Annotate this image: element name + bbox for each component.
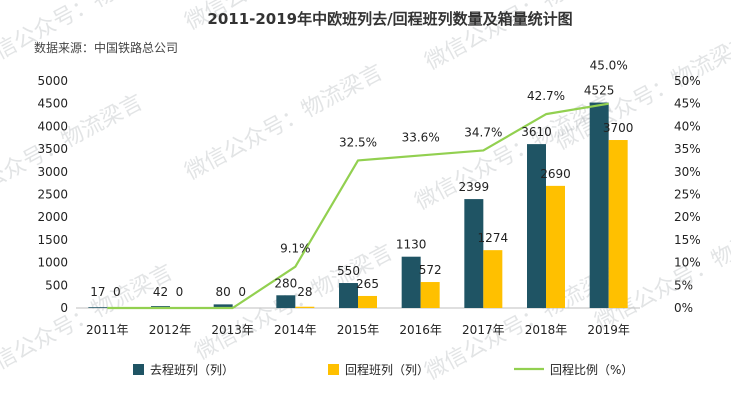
bars [88, 102, 628, 308]
x-tick-label: 2019年 [587, 323, 630, 337]
y-tick-label: 4500 [37, 97, 68, 111]
y-tick-label: 3000 [37, 165, 68, 179]
data-label-return: 1274 [478, 231, 509, 245]
ratio-polyline [107, 102, 609, 310]
bar-return [608, 140, 628, 308]
data-label-return: 2690 [540, 167, 571, 181]
bar-outbound [464, 199, 484, 308]
watermark-text: 微信公众号：物流梁言 [181, 60, 387, 185]
y2-tick-label: 20% [674, 210, 701, 224]
y-tick-label: 1500 [37, 233, 68, 247]
x-tick-label: 2018年 [525, 323, 568, 337]
legend-swatch-return [328, 364, 339, 375]
x-tick-label: 2016年 [399, 323, 442, 337]
legend-label-ratio: 回程比例（%） [550, 362, 633, 377]
y-tick-label: 500 [45, 278, 68, 292]
data-label-outbound: 550 [337, 264, 360, 278]
legend-swatch-outbound [133, 364, 144, 375]
y-tick-label: 4000 [37, 119, 68, 133]
data-label-outbound: 280 [274, 276, 297, 290]
y2-tick-label: 40% [674, 119, 701, 133]
watermark-text: 微信公众号：物流梁言 [411, 90, 617, 215]
y-tick-label: 3500 [37, 142, 68, 156]
data-label-return: 0 [238, 285, 246, 299]
legend-label-return: 回程班列（列） [345, 362, 429, 377]
bar-outbound [276, 295, 296, 308]
bar-return [295, 306, 315, 308]
watermark-text: 微信公众号：物流梁言 [0, 0, 177, 75]
bar-outbound [401, 256, 421, 308]
data-label-outbound: 2399 [459, 180, 490, 194]
bar-outbound [527, 144, 546, 308]
y2-tick-label: 5% [674, 278, 693, 292]
y2-tick-label: 10% [674, 256, 701, 270]
data-label-outbound: 17 [90, 285, 105, 299]
y-tick-label: 5000 [37, 74, 68, 88]
x-tick-label: 2015年 [337, 323, 380, 337]
x-tick-label: 2011年 [86, 323, 129, 337]
x-tick-label: 2017年 [462, 323, 505, 337]
ratio-line [107, 102, 609, 310]
data-label-return: 265 [356, 277, 379, 291]
data-label-return: 28 [297, 285, 312, 299]
y-tick-label: 1000 [37, 256, 68, 270]
data-label-outbound: 4525 [584, 84, 615, 98]
data-label-outbound: 42 [153, 285, 168, 299]
y2-tick-label: 35% [674, 142, 701, 156]
y-tick-label: 2500 [37, 188, 68, 202]
data-label-return: 572 [419, 263, 442, 277]
bar-outbound [213, 304, 233, 308]
data-label-ratio: 45.0% [590, 59, 628, 73]
bar-outbound [339, 283, 358, 308]
data-label-outbound: 3610 [521, 125, 552, 139]
y-tick-label: 2000 [37, 210, 68, 224]
legend-label-outbound: 去程班列（列） [150, 362, 234, 377]
data-label-ratio: 9.1% [280, 242, 311, 256]
data-label-ratio: 33.6% [402, 130, 440, 144]
legend: 去程班列（列） 回程班列（列） 回程比例（%） [133, 362, 633, 377]
y2-tick-label: 0% [674, 301, 693, 315]
watermark-text: 微信公众号：物流梁言 [551, 30, 731, 155]
y2-tick-label: 15% [674, 233, 701, 247]
bar-return [483, 250, 503, 308]
bar-return [358, 295, 377, 308]
x-tick-label: 2013年 [211, 323, 254, 337]
y2-tick-label: 45% [674, 97, 701, 111]
data-label-outbound: 1130 [396, 238, 427, 252]
bar-outbound [88, 307, 108, 308]
data-label-return: 0 [176, 285, 184, 299]
axes: 0 500 1000 1500 2000 2500 3000 3500 4000 4500 5000… [37, 74, 700, 337]
y-tick-label: 0 [60, 301, 68, 315]
y2-tick-label: 30% [674, 165, 701, 179]
data-label-ratio: 32.5% [339, 135, 377, 149]
bar-return [546, 185, 565, 308]
y2-tick-label: 25% [674, 188, 701, 202]
data-label-outbound: 80 [216, 285, 231, 299]
data-label-ratio: 42.7% [527, 89, 565, 103]
y2-tick-label: 50% [674, 74, 701, 88]
watermark-text: 微信公众号：物流梁言 [0, 90, 147, 215]
x-tick-label: 2012年 [149, 323, 192, 337]
data-label-ratio: 34.7% [464, 125, 502, 139]
data-source-note: 数据来源：中国铁路总公司 [34, 40, 178, 55]
x-tick-label: 2014年 [274, 323, 317, 337]
data-label-return: 0 [113, 285, 121, 299]
bar-return [420, 282, 440, 308]
bar-outbound [589, 102, 609, 308]
data-label-return: 3700 [603, 121, 634, 135]
chart-title: 2011-2019年中欧班列去/回程班列数量及箱量统计图 [207, 10, 572, 28]
